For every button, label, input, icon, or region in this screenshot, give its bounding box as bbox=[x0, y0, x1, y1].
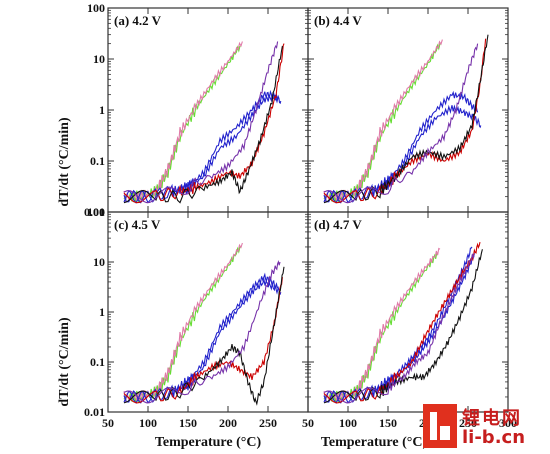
series-line bbox=[123, 43, 285, 204]
x-tick-label: 250 bbox=[459, 416, 477, 430]
panel-frame bbox=[307, 7, 509, 213]
x-tick-label: 150 bbox=[379, 416, 397, 430]
series-line bbox=[123, 259, 281, 404]
series-line bbox=[323, 43, 441, 203]
y-tick-label: 0.1 bbox=[90, 355, 105, 369]
x-tick-label: 100 bbox=[339, 416, 357, 430]
watermark-url: li-b.cn bbox=[462, 427, 526, 448]
series-group bbox=[323, 34, 489, 204]
panel-1: (b) 4.4 V bbox=[307, 7, 509, 213]
series-line bbox=[123, 272, 279, 404]
series-line bbox=[323, 241, 481, 404]
x-tick-label: 50 bbox=[102, 416, 114, 430]
y-tick-label: 10 bbox=[93, 255, 105, 269]
watermark-logo bbox=[423, 404, 457, 448]
panel-frame bbox=[307, 211, 509, 413]
y-tick-label: 100 bbox=[87, 205, 105, 219]
y-axis-label-top: dT/dt (°C/min) bbox=[57, 117, 72, 207]
watermark-logo-bar bbox=[440, 426, 450, 440]
x-axis-label-right: Temperature (°C) bbox=[321, 435, 428, 450]
x-tick-label: 150 bbox=[179, 416, 197, 430]
x-tick-label: 250 bbox=[259, 416, 277, 430]
series-group bbox=[123, 41, 285, 204]
series-line bbox=[323, 38, 487, 204]
panel-2: 0.01 0.1 1 10 100 50 100 150 200 250 (c) 4.5 V bbox=[84, 205, 309, 430]
series-group bbox=[323, 241, 483, 404]
x-tick-label: 200 bbox=[219, 416, 237, 430]
x-tick-label: 300 bbox=[499, 416, 517, 430]
panel-0: 0.01 0.1 1 10 100 (a) 4.2 V bbox=[84, 1, 309, 219]
y-tick-label: 0.01 bbox=[84, 405, 105, 419]
series-line bbox=[323, 246, 473, 404]
y-axis-label-bottom: dT/dt (°C/min) bbox=[57, 317, 72, 407]
watermark-text: 锂电网 bbox=[462, 408, 522, 429]
series-line bbox=[323, 90, 479, 204]
series-line bbox=[323, 247, 441, 403]
series-line bbox=[323, 249, 483, 404]
series-line bbox=[323, 104, 482, 204]
panel-title: (d) 4.7 V bbox=[314, 217, 362, 232]
watermark-logo-bar bbox=[430, 412, 437, 440]
series-group bbox=[123, 242, 285, 406]
y-tick-label: 0.1 bbox=[90, 154, 105, 168]
series-line bbox=[123, 266, 285, 406]
panel-title: (c) 4.5 V bbox=[114, 217, 161, 232]
series-line bbox=[323, 34, 489, 204]
x-tick-label: 100 bbox=[139, 416, 157, 430]
panel-title: (a) 4.2 V bbox=[114, 13, 162, 28]
panel-3: 50100150200250300(d) 4.7 V bbox=[302, 211, 517, 430]
y-tick-label: 10 bbox=[93, 52, 105, 66]
y-tick-label: 1 bbox=[99, 305, 105, 319]
y-tick-label: 100 bbox=[87, 1, 105, 15]
x-tick-label: 50 bbox=[302, 416, 314, 430]
panel-frame bbox=[107, 211, 309, 413]
series-line bbox=[123, 45, 283, 204]
y-tick-label: 1 bbox=[99, 103, 105, 117]
series-line bbox=[123, 41, 279, 204]
series-line bbox=[323, 253, 475, 404]
x-axis-label-left: Temperature (°C) bbox=[155, 435, 262, 450]
series-line bbox=[323, 39, 443, 203]
panels: 0.01 0.1 1 10 100 (a) 4.2 V (b) 4.4 V 0.01 0.1 1 1… bbox=[84, 1, 517, 430]
y-tick-label: 0.01 bbox=[84, 205, 105, 219]
series-line bbox=[123, 89, 279, 204]
series-line bbox=[323, 43, 479, 204]
panel-title: (b) 4.4 V bbox=[314, 13, 362, 28]
